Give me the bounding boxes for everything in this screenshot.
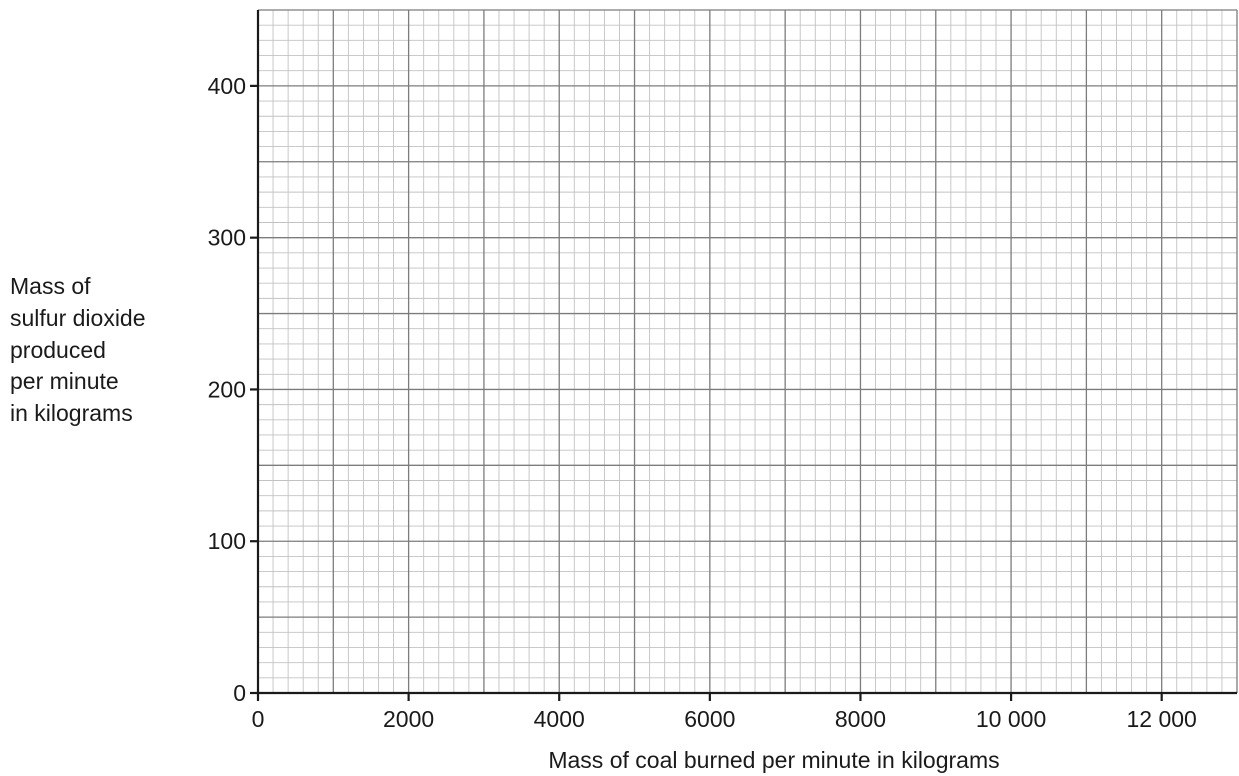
x-tick-label: 8000 (835, 706, 886, 732)
y-axis-title-line: in kilograms (10, 400, 133, 426)
y-axis-title-line: sulfur dioxide (10, 305, 146, 331)
y-axis-title-line: per minute (10, 368, 119, 394)
y-axis-title-line: Mass of (10, 273, 91, 299)
x-tick-label: 10 000 (976, 706, 1046, 732)
x-tick-label: 6000 (684, 706, 735, 732)
x-tick-labels: 0 2000 4000 6000 8000 10 000 12 000 (252, 693, 1197, 732)
axes (256, 10, 1237, 695)
x-tick-label: 0 (252, 706, 265, 732)
x-tick-label: 4000 (534, 706, 585, 732)
y-tick-label: 200 (208, 376, 246, 402)
minor-gridlines (258, 10, 1237, 693)
x-axis-title: Mass of coal burned per minute in kilogr… (548, 747, 999, 773)
y-tick-label: 100 (208, 528, 246, 554)
y-tick-labels: 0 100 200 300 400 (208, 73, 258, 706)
y-axis-title-line: produced (10, 337, 106, 363)
major-gridlines (257, 9, 1238, 694)
x-tick-label: 2000 (383, 706, 434, 732)
y-axis-title: Mass of sulfur dioxide produced per minu… (10, 273, 152, 426)
y-tick-label: 300 (208, 225, 246, 251)
x-tick-label: 12 000 (1127, 706, 1197, 732)
y-tick-label: 0 (233, 680, 246, 706)
y-tick-label: 400 (208, 73, 246, 99)
